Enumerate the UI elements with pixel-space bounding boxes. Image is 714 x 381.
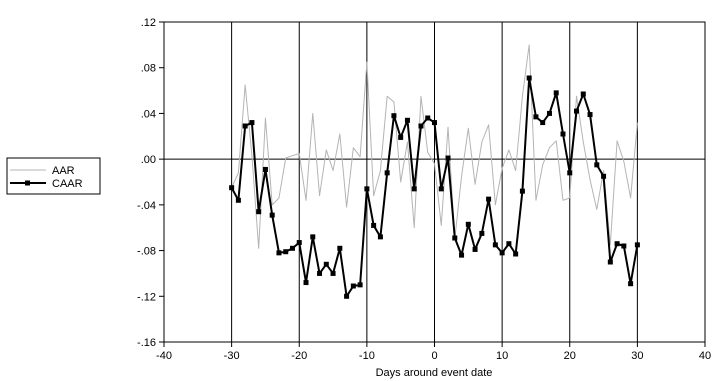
data-point-caar [634,242,640,248]
legend: AAR CAAR [6,157,101,195]
data-point-caar [459,252,465,258]
data-point-caar [486,196,492,202]
data-point-caar [601,173,607,179]
legend-box [6,157,101,195]
data-point-caar [607,259,613,265]
grid-layer [164,22,705,342]
y-tick-label: -.12 [137,291,156,303]
data-point-caar [526,75,532,81]
data-point-caar [560,131,566,137]
data-point-caar [262,166,268,172]
data-point-caar [398,134,404,140]
data-point-caar [350,283,356,289]
data-point-caar [546,110,552,116]
legend-swatch-caar-marker [25,180,30,186]
data-point-caar [235,197,241,203]
data-point-caar [310,234,316,240]
data-point-caar [289,245,295,251]
data-point-caar [404,117,410,123]
x-tick-label: 40 [699,350,711,362]
data-point-caar [330,270,336,276]
x-tick-label: 30 [631,350,643,362]
data-point-caar [283,249,289,255]
data-point-caar [344,293,350,299]
data-point-caar [540,120,546,126]
data-point-caar [391,113,397,119]
data-point-caar [438,186,444,192]
data-point-caar [628,281,634,287]
data-point-caar [432,120,437,126]
data-point-caar [384,170,390,176]
y-tick-label: .04 [141,108,156,120]
data-point-caar [317,270,323,276]
data-point-caar [587,112,593,118]
legend-label-caar: CAAR [52,178,83,190]
data-point-caar [229,185,235,191]
data-point-caar [411,186,417,192]
data-point-caar [276,250,282,256]
x-tick-label: -30 [224,350,240,362]
y-tick-label: .00 [141,154,156,166]
data-point-caar [364,186,370,192]
data-point-caar [445,155,451,161]
x-axis-title: Days around event date [376,367,493,379]
data-point-caar [519,188,525,194]
data-point-caar [269,212,275,218]
data-point-caar [256,209,262,215]
data-point-caar [418,123,424,129]
y-tick-label: .12 [141,17,156,29]
data-point-caar [249,120,255,126]
y-tick-label: -.04 [137,200,156,212]
series-layer [229,44,640,299]
data-point-caar [553,90,559,96]
data-point-caar [465,221,471,227]
data-point-caar [513,251,519,257]
data-point-caar [499,250,505,256]
data-point-caar [303,280,309,286]
y-tick-label: .08 [141,63,156,75]
series-line-aar [231,44,638,249]
data-point-caar [574,108,580,114]
data-point-caar [452,235,458,241]
tick-layer: -.16 -.12 -.08 -.04 .00 .04 .08 .12 -40 -30 -20 -10… [137,17,711,362]
data-point-caar [614,241,620,247]
data-point-caar [479,230,485,236]
data-point-caar [242,123,248,129]
data-point-caar [492,242,498,248]
x-tick-label: -40 [156,350,172,362]
y-tick-label: -.08 [137,246,156,258]
data-point-caar [425,115,431,121]
data-point-caar [533,114,539,120]
data-point-caar [472,246,478,252]
data-point-caar [621,243,627,249]
data-point-caar [580,91,586,97]
data-point-caar [506,241,512,247]
data-point-caar [296,240,302,246]
legend-label-aar: AAR [52,165,75,177]
data-point-caar [377,234,383,240]
data-point-caar [357,282,363,288]
y-tick-label: -.16 [137,337,156,349]
x-tick-label: 0 [431,350,437,362]
x-tick-label: 20 [564,350,576,362]
x-tick-label: -20 [291,350,307,362]
data-point-caar [594,162,600,168]
data-point-caar [371,222,377,228]
data-point-caar [567,170,573,176]
x-tick-label: -10 [359,350,375,362]
x-tick-label: 10 [496,350,508,362]
data-point-caar [323,261,329,267]
data-point-caar [337,245,343,251]
